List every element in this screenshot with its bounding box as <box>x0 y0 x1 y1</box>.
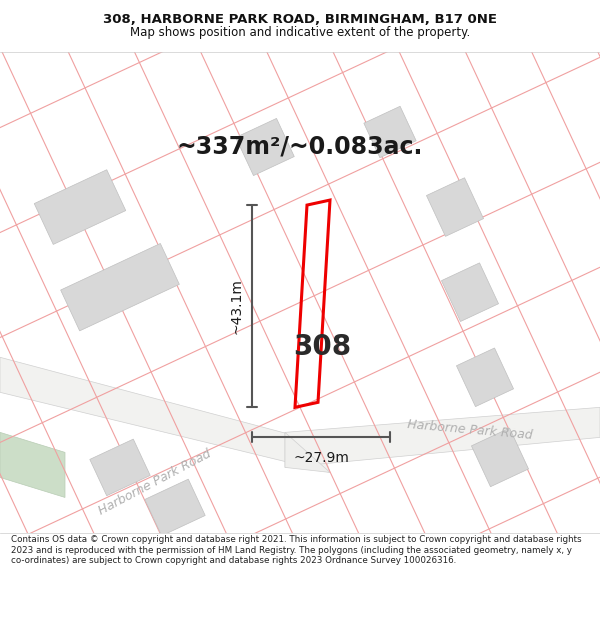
Text: Map shows position and indicative extent of the property.: Map shows position and indicative extent… <box>130 26 470 39</box>
Polygon shape <box>61 244 179 331</box>
Polygon shape <box>0 357 330 472</box>
Polygon shape <box>145 479 205 536</box>
Polygon shape <box>236 118 294 176</box>
Text: Harborne Park Road: Harborne Park Road <box>407 418 533 442</box>
Polygon shape <box>427 177 484 236</box>
Polygon shape <box>457 348 514 407</box>
Polygon shape <box>285 432 330 472</box>
Text: ~43.1m: ~43.1m <box>230 278 244 334</box>
Text: Contains OS data © Crown copyright and database right 2021. This information is : Contains OS data © Crown copyright and d… <box>11 535 581 565</box>
Text: 308, HARBORNE PARK ROAD, BIRMINGHAM, B17 0NE: 308, HARBORNE PARK ROAD, BIRMINGHAM, B17… <box>103 13 497 26</box>
Text: 308: 308 <box>293 333 351 361</box>
Text: ~27.9m: ~27.9m <box>293 451 349 466</box>
Polygon shape <box>34 170 126 244</box>
Polygon shape <box>285 408 600 468</box>
Polygon shape <box>442 263 499 321</box>
Polygon shape <box>364 106 416 158</box>
Polygon shape <box>0 432 65 498</box>
Polygon shape <box>90 439 150 496</box>
Text: Harborne Park Road: Harborne Park Road <box>97 448 214 518</box>
Text: ~337m²/~0.083ac.: ~337m²/~0.083ac. <box>177 135 423 159</box>
Polygon shape <box>472 428 529 487</box>
